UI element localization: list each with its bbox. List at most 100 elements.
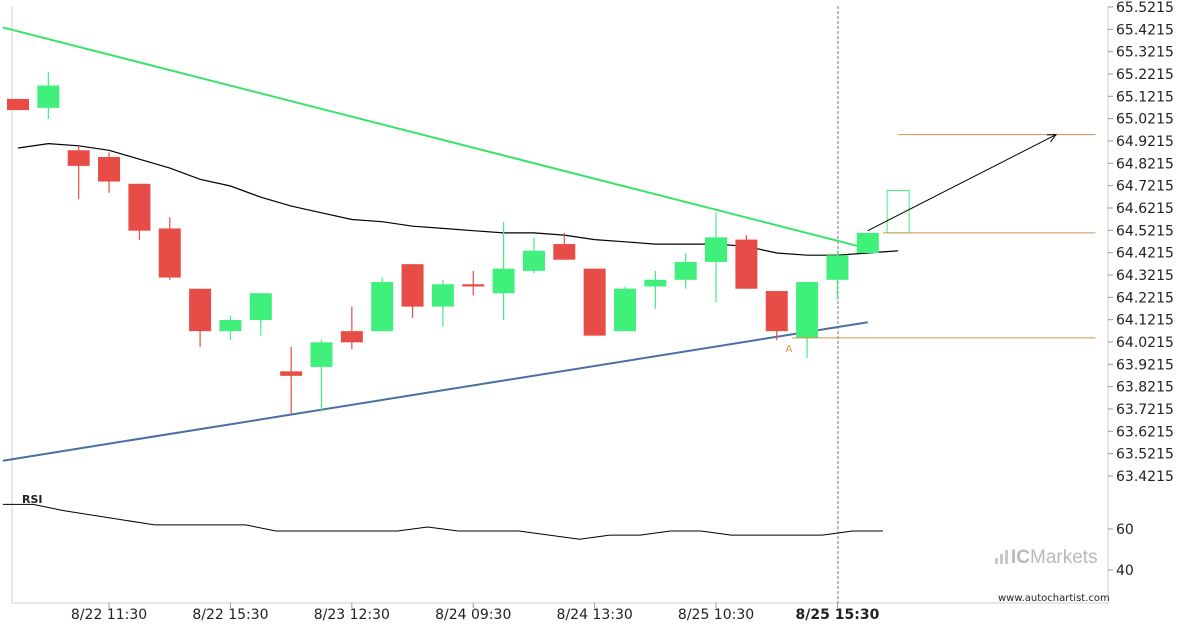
- y-tick-label: 64.5215: [1116, 223, 1174, 239]
- candle-body: [158, 228, 181, 278]
- candle: [674, 253, 697, 289]
- y-tick-label: 63.8215: [1116, 380, 1174, 396]
- y-tick-label: 65.0215: [1116, 112, 1174, 128]
- x-tick-label: 8/24 09:30: [435, 607, 511, 623]
- candle: [644, 270, 667, 309]
- y-tick-label: 65.2215: [1116, 67, 1174, 83]
- candle-body: [492, 268, 515, 294]
- logo-bars-icon: [995, 550, 1008, 564]
- y-tick-label: 65.3215: [1116, 45, 1174, 61]
- candle: [7, 98, 29, 111]
- candle: [796, 282, 819, 358]
- candle: [735, 235, 758, 289]
- candle-body: [614, 288, 636, 332]
- candle: [280, 346, 303, 414]
- candle-body: [765, 290, 788, 332]
- y-tick-label: 63.7215: [1116, 402, 1174, 418]
- x-tick-label: 8/24 13:30: [557, 607, 633, 623]
- axes: 65.5215 65.4215 65.3215 65.2215 65.1215 65.02…: [71, 0, 1174, 623]
- svg-text:ICMarkets: ICMarkets: [1011, 547, 1098, 568]
- candle-body: [583, 268, 606, 336]
- y-tick-label: 64.3215: [1116, 268, 1174, 284]
- rsi-label: RSI: [22, 493, 43, 506]
- y-tick-label: 63.5215: [1116, 447, 1174, 463]
- y-tick-label: 64.7215: [1116, 179, 1174, 195]
- x-tick-label: 8/23 12:30: [314, 607, 390, 623]
- candle-body: [249, 293, 272, 321]
- x-tick-label: 8/25 10:30: [678, 607, 754, 623]
- candle: [98, 152, 121, 193]
- candle: [189, 288, 212, 347]
- candle: [431, 279, 454, 327]
- rsi-tick-label: 60: [1116, 522, 1134, 538]
- candle-body: [340, 331, 363, 343]
- candle: [401, 264, 424, 318]
- candle-body: [553, 244, 576, 260]
- brand-ic: IC: [1011, 547, 1030, 568]
- candle-body: [128, 183, 151, 231]
- y-tick-label: 64.9215: [1116, 134, 1174, 150]
- candle: [765, 290, 788, 341]
- candle: [705, 212, 728, 303]
- y-tick-label: 64.8215: [1116, 156, 1174, 172]
- candle-body: [856, 232, 879, 254]
- x-tick-label: 8/25 15:30: [796, 607, 880, 623]
- candle: [158, 217, 181, 280]
- candle-body: [826, 255, 849, 280]
- candle: [553, 232, 576, 260]
- candle: [826, 250, 849, 300]
- y-tick-label: 64.2215: [1116, 290, 1174, 306]
- candle-body: [7, 98, 29, 111]
- candle-body: [674, 261, 697, 280]
- point-label-a: A: [785, 344, 792, 355]
- candle-body: [219, 320, 242, 332]
- resistance-trendline: [2, 26, 869, 250]
- x-tick-label: 8/22 11:30: [71, 607, 147, 623]
- rsi-tick-label: 40: [1116, 563, 1134, 579]
- y-tick-label: 64.0215: [1116, 335, 1174, 351]
- y-tick-label: 65.1215: [1116, 89, 1174, 105]
- candle-body: [280, 371, 303, 376]
- candle: [310, 340, 333, 412]
- candle-body: [522, 250, 545, 271]
- support-trendline: [2, 321, 868, 462]
- rsi-line: [2, 503, 883, 540]
- candle-body: [431, 284, 454, 307]
- y-tick-label: 64.6215: [1116, 201, 1174, 217]
- y-tick-label: 65.4215: [1116, 22, 1174, 38]
- price-levels: A: [785, 134, 1096, 355]
- candle: [249, 293, 272, 336]
- footer-site: www.autochartist.com: [998, 593, 1110, 604]
- candle: [37, 72, 60, 120]
- candle: [128, 183, 151, 240]
- x-tick-label: 8/22 15:30: [192, 607, 268, 623]
- candle-body: [462, 284, 485, 287]
- y-tick-label: 63.6215: [1116, 424, 1174, 440]
- candle-body: [401, 264, 424, 307]
- rsi-panel: RSI 60 40: [2, 493, 1134, 579]
- candle: [462, 270, 485, 296]
- candle: [67, 145, 90, 200]
- y-tick-label: 63.9215: [1116, 357, 1174, 373]
- candle-body: [371, 282, 394, 332]
- candle-body: [310, 342, 333, 367]
- candle: [219, 315, 242, 341]
- candle-body: [735, 239, 758, 289]
- y-tick-label: 65.5215: [1116, 0, 1174, 16]
- candles: [7, 72, 910, 414]
- brand-markets: Markets: [1030, 547, 1098, 568]
- y-tick-label: 64.1215: [1116, 313, 1174, 329]
- candle: [522, 237, 545, 274]
- candle: [492, 221, 515, 321]
- candle: [614, 286, 636, 332]
- candle-body: [644, 279, 667, 287]
- y-tick-label: 64.4215: [1116, 246, 1174, 262]
- candle: [340, 306, 363, 350]
- candle: [371, 277, 394, 332]
- candle-body: [189, 288, 212, 332]
- candle-body: [98, 156, 121, 182]
- candle-body: [67, 150, 90, 166]
- y-tick-label: 63.4215: [1116, 469, 1174, 485]
